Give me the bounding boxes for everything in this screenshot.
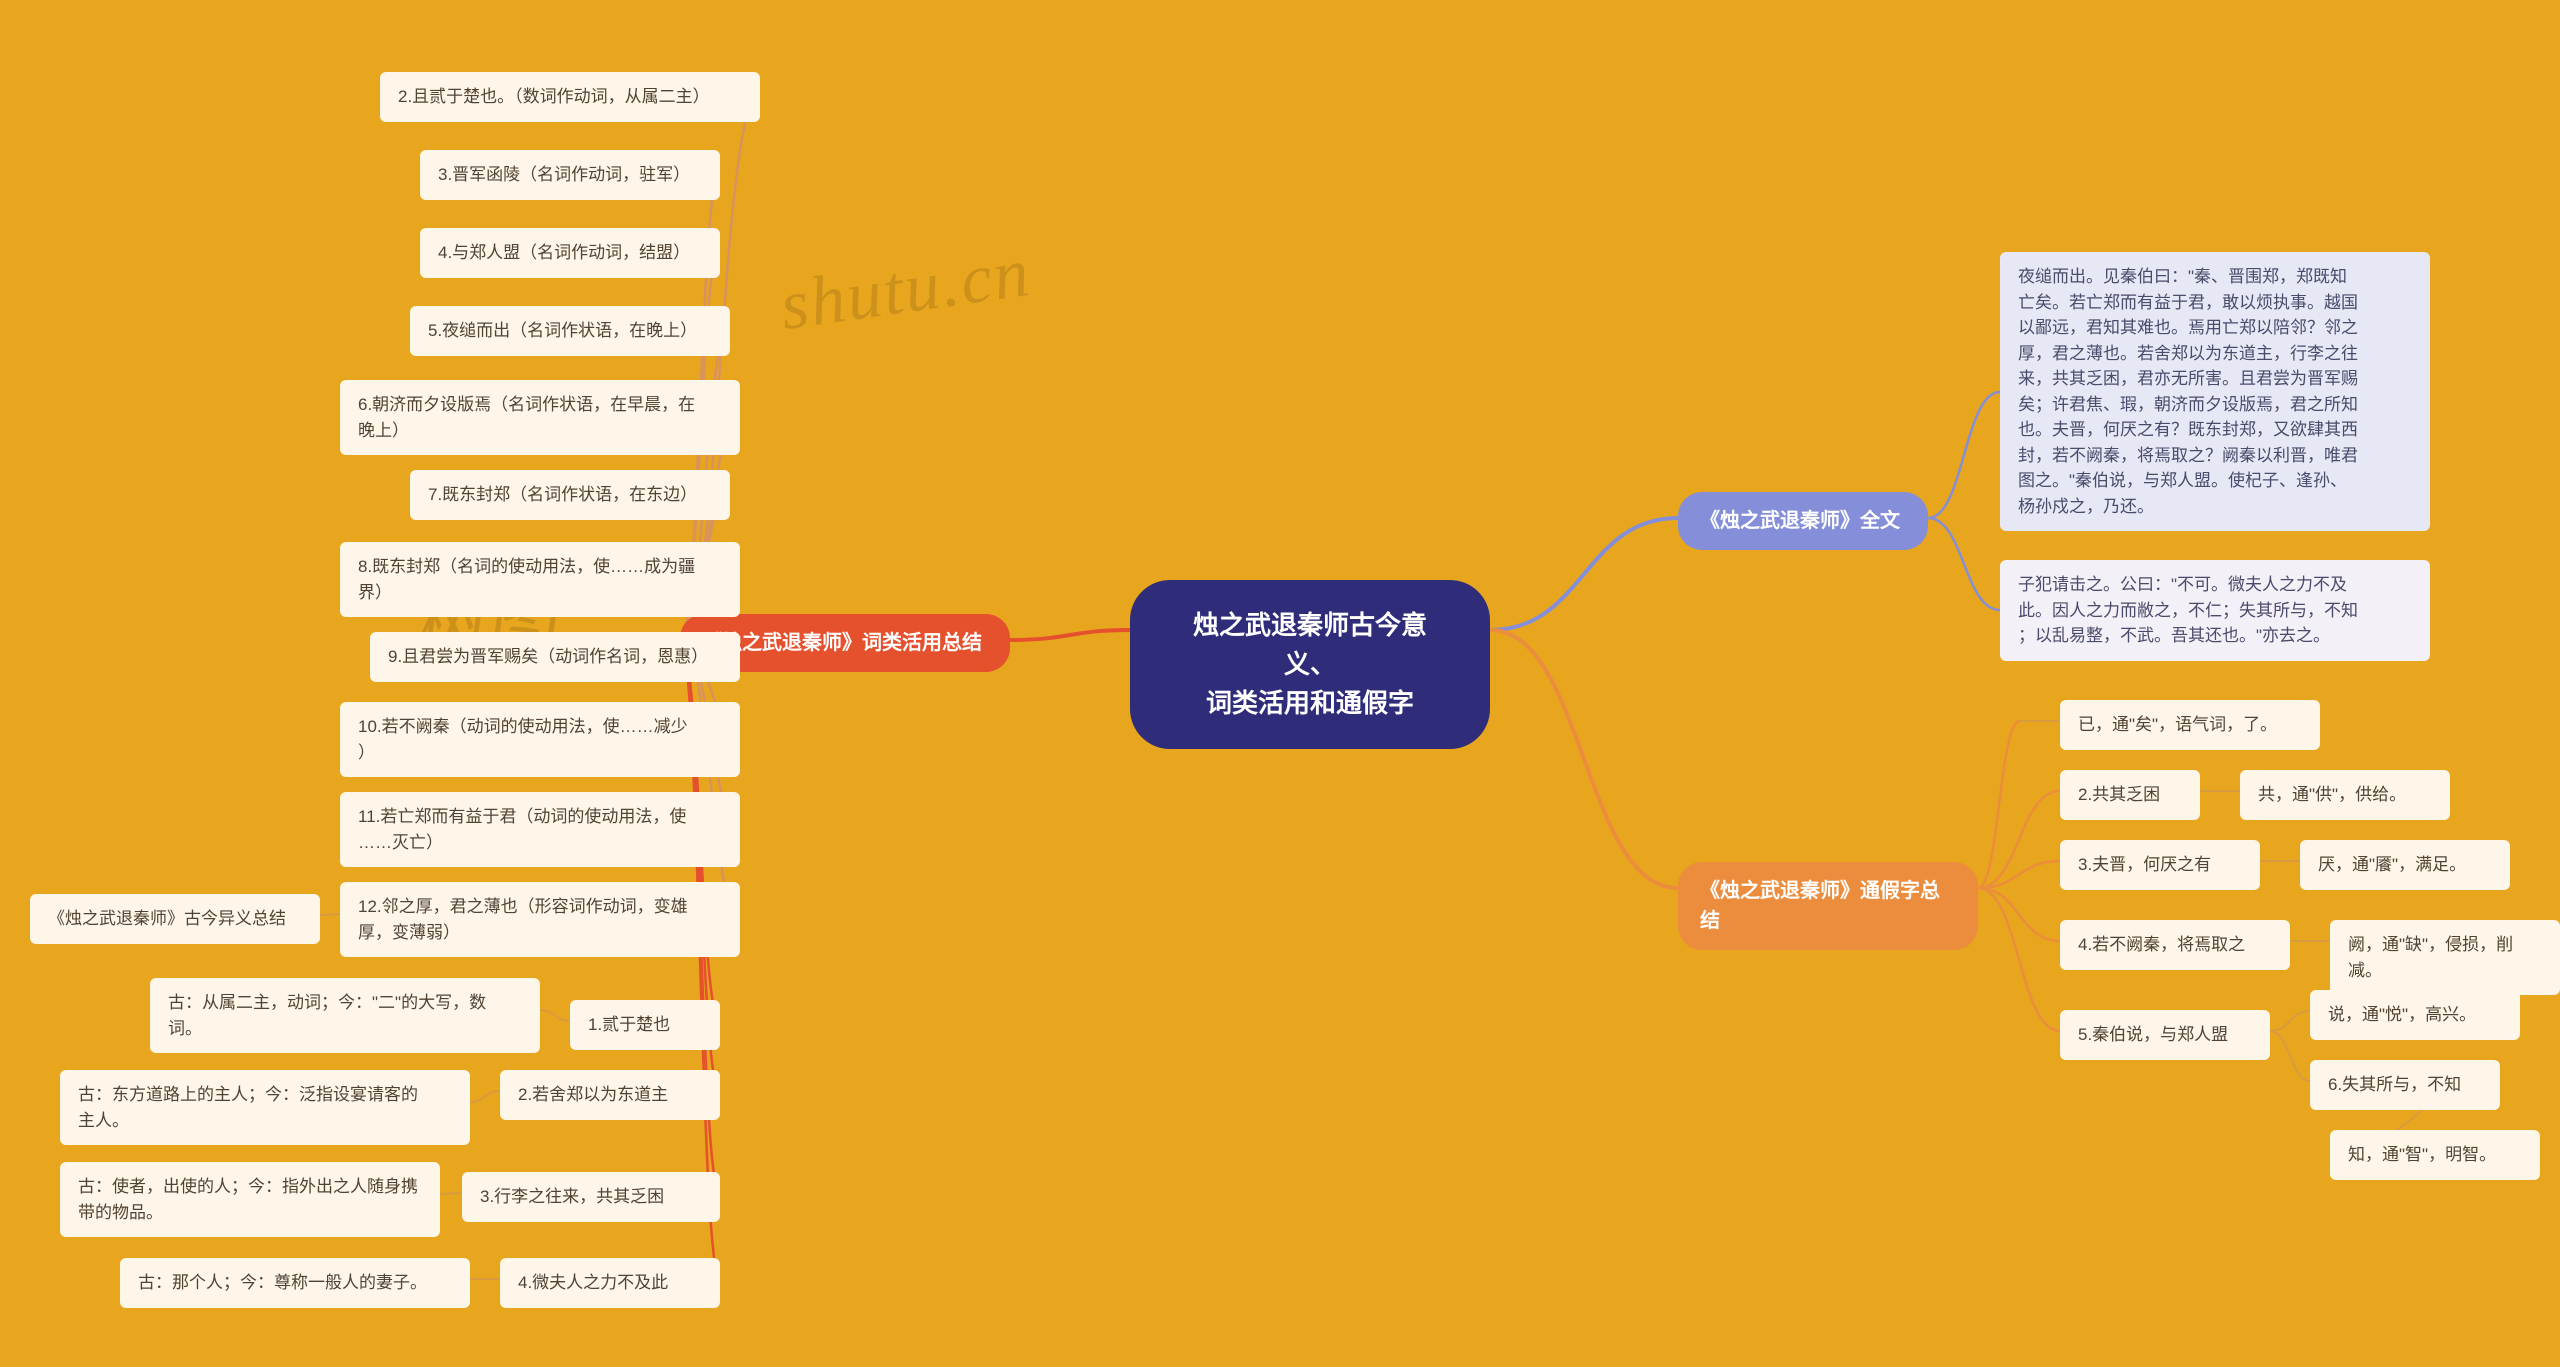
node-b1g4a: 古：那个人；今：尊称一般人的妻子。	[120, 1258, 470, 1308]
node-b3c2a: 共，通"供"，供给。	[2240, 770, 2450, 820]
node-b1g3a: 古：使者，出使的人；今：指外出之人随身携 带的物品。	[60, 1162, 440, 1237]
node-b1c5: 5.夜缒而出（名词作状语，在晚上）	[410, 306, 730, 356]
node-b2c2: 子犯请击之。公曰："不可。微夫人之力不及 此。因人之力而敝之，不仁；失其所与，不…	[2000, 560, 2430, 661]
node-b1g2: 2.若舍郑以为东道主	[500, 1070, 720, 1120]
node-b1g1a: 古：从属二主，动词；今："二"的大写，数 词。	[150, 978, 540, 1053]
node-b1c9: 9.且君尝为晋军赐矣（动词作名词，恩惠）	[370, 632, 740, 682]
node-b1g3: 3.行李之往来，共其乏困	[462, 1172, 720, 1222]
watermark-2: shutu.cn	[776, 233, 1036, 347]
node-b1c12a: 《烛之武退秦师》古今异义总结	[30, 894, 320, 944]
node-b1c10: 10.若不阙秦（动词的使动用法，使……减少 ）	[340, 702, 740, 777]
node-b1g1: 1.贰于楚也	[570, 1000, 720, 1050]
node-b1c4: 4.与郑人盟（名词作动词，结盟）	[420, 228, 720, 278]
node-b1c12: 12.邻之厚，君之薄也（形容词作动词，变雄 厚，变薄弱）	[340, 882, 740, 957]
node-b1g2a: 古：东方道路上的主人；今：泛指设宴请客的 主人。	[60, 1070, 470, 1145]
node-b3c4a: 阙，通"缺"，侵损，削减。	[2330, 920, 2560, 995]
node-b3c1a: 已，通"矣"，语气词，了。	[2060, 700, 2320, 750]
node-b1c6: 6.朝济而夕设版焉（名词作状语，在早晨，在 晚上）	[340, 380, 740, 455]
node-b1c7: 7.既东封郑（名词作状语，在东边）	[410, 470, 730, 520]
mindmap-canvas: 树图 shutu.cn 树图 s 烛之武退秦师古今意义、 词类活用和通假字《烛之…	[0, 0, 2560, 1367]
node-b1c8: 8.既东封郑（名词的使动用法，使……成为疆 界）	[340, 542, 740, 617]
node-b1g4: 4.微夫人之力不及此	[500, 1258, 720, 1308]
node-b3c5: 5.秦伯说，与郑人盟	[2060, 1010, 2270, 1060]
node-b3c3a: 厌，通"餍"，满足。	[2300, 840, 2510, 890]
node-b3: 《烛之武退秦师》通假字总结	[1678, 862, 1978, 950]
node-b1c11: 11.若亡郑而有益于君（动词的使动用法，使 ……灭亡）	[340, 792, 740, 867]
node-b3c5a: 说，通"悦"，高兴。	[2310, 990, 2520, 1040]
node-center: 烛之武退秦师古今意义、 词类活用和通假字	[1130, 580, 1490, 749]
node-b2c1: 夜缒而出。见秦伯曰："秦、晋围郑，郑既知 亡矣。若亡郑而有益于君，敢以烦执事。越…	[2000, 252, 2430, 531]
node-b3c4: 4.若不阙秦，将焉取之	[2060, 920, 2290, 970]
node-b3c5b1: 知，通"智"，明智。	[2330, 1130, 2540, 1180]
node-b3c3: 3.夫晋，何厌之有	[2060, 840, 2260, 890]
node-b3c2: 2.共其乏困	[2060, 770, 2200, 820]
node-b1c2: 2.且贰于楚也。（数词作动词，从属二主）	[380, 72, 760, 122]
node-b3c5b: 6.失其所与，不知	[2310, 1060, 2500, 1110]
node-b1c3: 3.晋军函陵（名词作动词，驻军）	[420, 150, 720, 200]
node-b2: 《烛之武退秦师》全文	[1678, 492, 1928, 550]
